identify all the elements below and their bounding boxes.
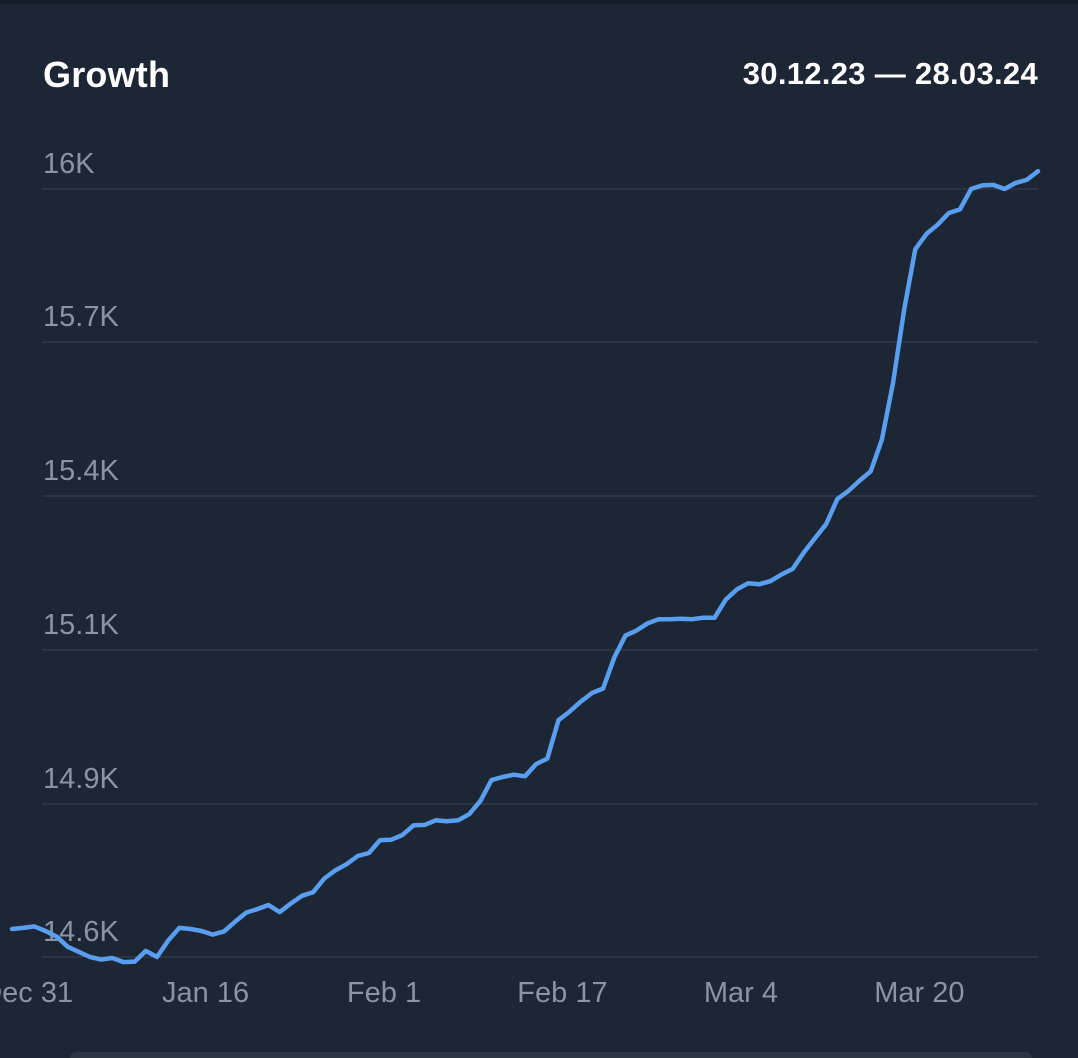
- series-line-growth: [9, 168, 1041, 965]
- y-tick-label: 15.1K: [43, 609, 119, 641]
- bottom-handle-bar: [70, 1052, 1032, 1058]
- date-range: 30.12.23 — 28.03.24: [742, 56, 1038, 91]
- y-tick-label: 14.9K: [43, 763, 119, 795]
- x-tick-label: Feb 17: [517, 977, 607, 1009]
- y-tick-label: 15.4K: [43, 455, 119, 487]
- x-tick-label: Mar 4: [704, 977, 778, 1009]
- chart-title: Growth: [43, 54, 171, 95]
- y-tick-label: 16K: [43, 148, 95, 180]
- y-tick-label: 14.6K: [43, 916, 119, 948]
- x-axis-ticks: Dec 31 Jan 16 Feb 1 Feb 17 Mar 4 Mar 20: [0, 977, 964, 1009]
- growth-card: [0, 4, 1078, 1058]
- x-tick-label: Mar 20: [874, 977, 964, 1009]
- top-strip: [0, 0, 1078, 4]
- y-tick-label: 15.7K: [43, 301, 119, 333]
- x-tick-label: Feb 1: [347, 977, 421, 1009]
- x-tick-label: Dec 31: [0, 977, 73, 1009]
- y-axis-ticks: 14.6K 14.9K 15.1K 15.4K 15.7K 16K: [43, 148, 119, 948]
- grid-lines: [42, 188, 1038, 958]
- x-tick-label: Jan 16: [162, 977, 249, 1009]
